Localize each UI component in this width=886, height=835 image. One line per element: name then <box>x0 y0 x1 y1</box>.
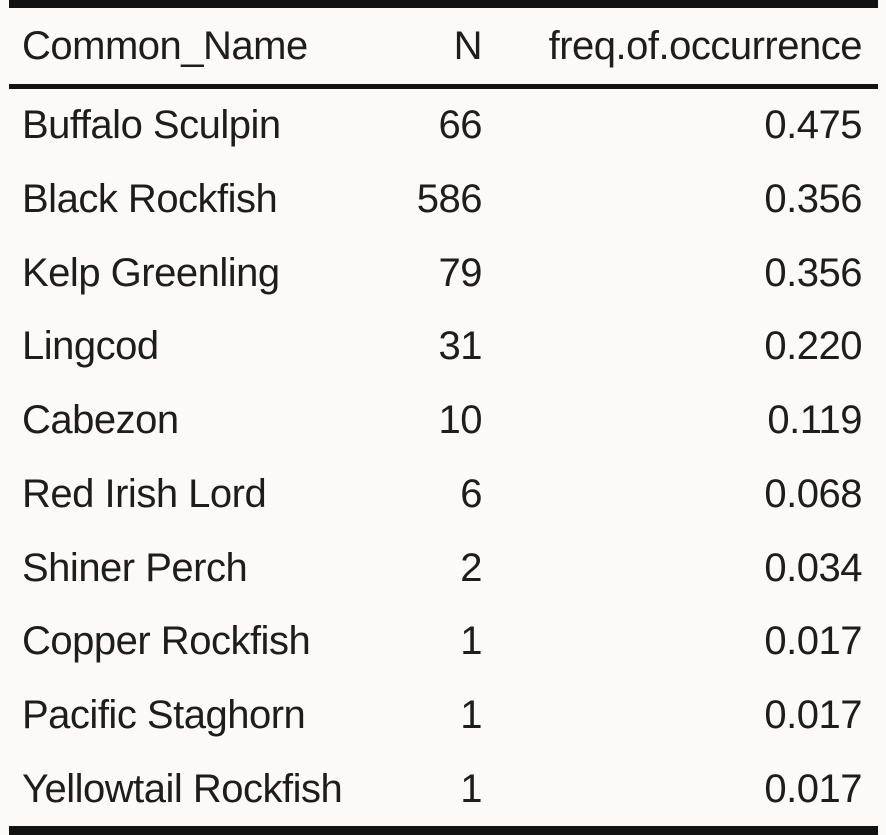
table-row: Copper Rockfish 1 0.017 <box>9 605 878 679</box>
cell-n: 6 <box>460 471 482 516</box>
cell-common-name: Copper Rockfish <box>22 619 311 664</box>
cell-freq: 0.017 <box>764 692 862 737</box>
cell-freq: 0.017 <box>764 766 862 811</box>
cell-common-name: Pacific Staghorn <box>22 692 306 737</box>
cell-freq: 0.475 <box>764 103 862 148</box>
table-row: Black Rockfish 586 0.356 <box>9 163 878 237</box>
cell-common-name: Red Irish Lord <box>22 471 267 516</box>
table-row: Yellowtail Rockfish 1 0.017 <box>9 752 878 826</box>
table-body: Buffalo Sculpin 66 0.475 Black Rockfish … <box>9 89 878 826</box>
cell-n: 1 <box>460 619 482 664</box>
cell-freq: 0.034 <box>764 545 862 590</box>
cell-freq: 0.119 <box>767 398 862 443</box>
cell-common-name: Black Rockfish <box>22 177 278 222</box>
cell-common-name: Lingcod <box>22 324 159 369</box>
table-row: Red Irish Lord 6 0.068 <box>9 458 878 532</box>
cell-n: 586 <box>416 177 483 222</box>
cell-common-name: Kelp Greenling <box>22 250 280 295</box>
table-row: Kelp Greenling 79 0.356 <box>9 236 878 310</box>
column-header-common-name: Common_Name <box>22 23 308 68</box>
table-row: Pacific Staghorn 1 0.017 <box>9 679 878 753</box>
cell-n: 79 <box>438 250 483 295</box>
cell-n: 1 <box>460 692 482 737</box>
cell-common-name: Shiner Perch <box>22 545 248 590</box>
cell-n: 31 <box>438 324 483 369</box>
column-header-n: N <box>453 23 483 68</box>
frequency-table: Common_Name N freq.of.occurrence Buffalo… <box>9 0 878 835</box>
cell-freq: 0.356 <box>764 177 862 222</box>
table-header-row: Common_Name N freq.of.occurrence <box>9 8 878 89</box>
cell-n: 66 <box>438 103 483 148</box>
cell-freq: 0.220 <box>764 324 862 369</box>
cell-n: 2 <box>460 545 482 590</box>
table-row: Buffalo Sculpin 66 0.475 <box>9 89 878 163</box>
cell-common-name: Buffalo Sculpin <box>22 103 281 148</box>
cell-n: 1 <box>460 766 482 811</box>
table-row: Shiner Perch 2 0.034 <box>9 531 878 605</box>
cell-freq: 0.356 <box>764 250 862 295</box>
cell-common-name: Yellowtail Rockfish <box>22 766 343 811</box>
column-header-freq-of-occurrence: freq.of.occurrence <box>548 23 863 68</box>
cell-freq: 0.017 <box>764 619 862 664</box>
table-row: Cabezon 10 0.119 <box>9 384 878 458</box>
cell-common-name: Cabezon <box>22 398 179 443</box>
cell-freq: 0.068 <box>764 471 862 516</box>
cell-n: 10 <box>438 398 483 443</box>
table-row: Lingcod 31 0.220 <box>9 310 878 384</box>
